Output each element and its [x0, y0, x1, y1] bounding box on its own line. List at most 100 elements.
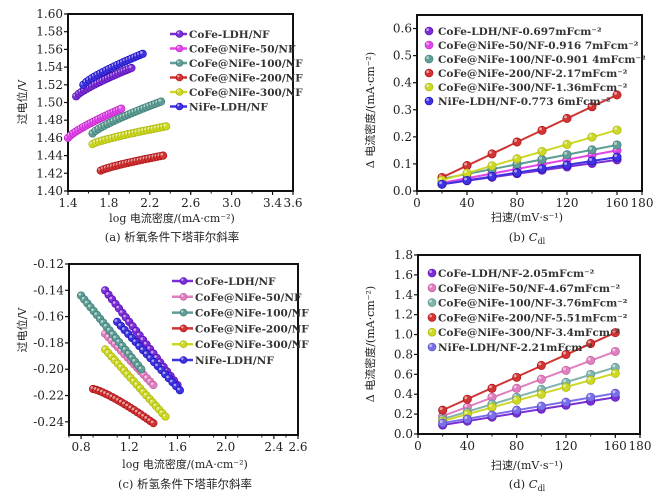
fit-line — [441, 93, 618, 179]
caption-subscript: dl — [538, 484, 546, 493]
point-highlight — [563, 399, 567, 403]
legend-marker — [427, 327, 437, 337]
point-highlight — [589, 103, 593, 107]
point-highlight — [614, 142, 618, 145]
point-highlight — [106, 392, 109, 396]
point-highlight — [514, 155, 518, 159]
point-highlight — [612, 390, 616, 394]
y-tick-label: -0.12 — [33, 257, 64, 271]
point-highlight — [429, 329, 432, 333]
point-highlight — [439, 181, 442, 185]
legend-marker — [179, 277, 188, 285]
point-highlight — [131, 378, 134, 382]
data-point — [536, 374, 546, 384]
data-point — [612, 140, 622, 150]
data-point — [536, 389, 546, 399]
caption-symbol: C — [529, 477, 538, 491]
point-highlight — [464, 396, 468, 400]
point-highlight — [589, 134, 593, 138]
y-tick-label: 1.6 — [394, 268, 413, 282]
point-highlight — [614, 91, 618, 95]
y-tick-label: -0.18 — [33, 336, 64, 350]
data-point — [487, 161, 497, 171]
point-highlight — [143, 341, 147, 345]
point-highlight — [587, 377, 591, 381]
point-highlight — [105, 292, 109, 295]
point-highlight — [513, 374, 517, 378]
point-highlight — [489, 173, 492, 177]
legend-label: CoFe@NiFe-300/NF — [189, 87, 303, 99]
legend-label: NiFe-LDH/NF — [195, 355, 274, 367]
point-highlight — [539, 156, 543, 160]
point-highlight — [124, 371, 128, 375]
point-highlight — [564, 162, 568, 166]
data-point — [487, 171, 497, 181]
x-tick-label: 1.8 — [99, 196, 118, 210]
y-tick-label: -0.14 — [33, 283, 64, 297]
y-tick-label: 1.48 — [36, 113, 63, 127]
y-tick-label: 1.8 — [394, 248, 413, 262]
data-point — [586, 392, 596, 402]
data-point — [610, 346, 620, 356]
data-point — [462, 414, 472, 424]
series-5: NiFe-LDH/NF — [79, 49, 268, 114]
point-highlight — [81, 296, 85, 300]
point-highlight — [99, 389, 103, 393]
point-highlight — [147, 355, 151, 359]
point-highlight — [150, 420, 154, 424]
y-axis-label: Δ 电流密度/(mA·cm⁻²) — [363, 52, 377, 168]
y-axis-label: 过电位/V — [15, 79, 29, 125]
series-2: CoFe@NiFe-100/NF — [76, 291, 309, 374]
point-highlight — [93, 387, 97, 390]
x-tick-label: 0 — [413, 196, 421, 210]
point-highlight — [140, 347, 144, 351]
data-point — [487, 383, 497, 393]
legend-label: CoFe@NiFe-50/NF — [189, 44, 296, 56]
point-highlight — [177, 89, 180, 92]
y-tick-label: 0.3 — [393, 103, 412, 117]
series-1: CoFe@NiFe-50/NF-4.67mFcm⁻² — [427, 283, 620, 421]
point-highlight — [162, 413, 166, 417]
x-tick-label: 160 — [604, 439, 627, 453]
legend-marker — [175, 30, 184, 38]
y-tick-label: 0.4 — [393, 76, 412, 90]
point-highlight — [464, 177, 467, 181]
series-0: CoFe-LDH/NF — [72, 29, 270, 101]
x-tick-label: 2.6 — [181, 196, 200, 210]
legend-marker — [427, 298, 437, 307]
data-point — [159, 151, 168, 160]
point-highlight — [147, 418, 151, 421]
y-tick-label: 1.46 — [36, 131, 63, 145]
x-tick-label: 2.2 — [140, 196, 159, 210]
point-highlight — [132, 358, 135, 362]
point-highlight — [110, 331, 113, 335]
point-highlight — [100, 320, 104, 323]
legend-label: CoFe@NiFe-100/NF-3.76mFcm⁻² — [438, 298, 628, 310]
point-highlight — [153, 403, 156, 406]
point-highlight — [151, 359, 155, 363]
point-highlight — [144, 375, 147, 379]
legend-marker — [179, 308, 188, 317]
point-highlight — [146, 396, 150, 399]
y-tick-label: 1.60 — [36, 7, 63, 21]
y-tick-label: 0.0 — [394, 427, 413, 441]
legend-label: CoFe@NiFe-50/NF-0.916 7mFcm⁻² — [438, 40, 639, 52]
legend-marker — [424, 40, 434, 50]
point-highlight — [563, 367, 567, 371]
y-tick-label: -0.22 — [33, 389, 64, 403]
plot-frame — [68, 263, 299, 436]
y-tick-label: 0.8 — [394, 347, 413, 361]
y-tick-label: 1.0 — [394, 328, 413, 342]
y-axis-label: 过电位/V — [15, 307, 29, 353]
point-highlight — [513, 385, 517, 389]
data-point — [137, 365, 146, 374]
point-highlight — [439, 177, 442, 181]
x-tick-label: 0.8 — [72, 440, 91, 454]
point-highlight — [589, 146, 593, 150]
point-highlight — [587, 394, 591, 398]
point-highlight — [150, 382, 154, 386]
point-highlight — [429, 344, 432, 347]
series-2: CoFe@NiFe-100/NF — [88, 58, 303, 138]
data-point — [512, 395, 522, 405]
